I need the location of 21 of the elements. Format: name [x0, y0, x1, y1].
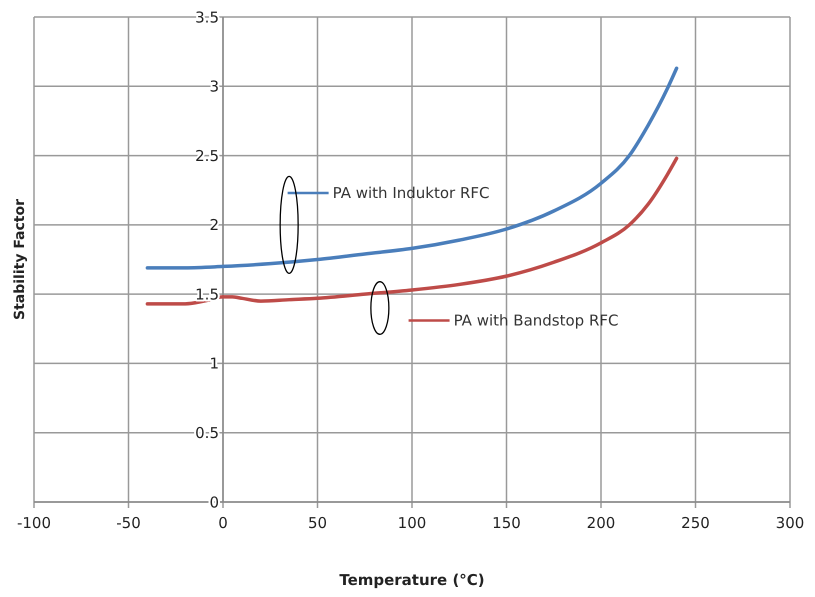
x-tick-label: 250	[681, 514, 710, 532]
y-tick-label: 0	[209, 493, 219, 512]
y-axis-title: Stability Factor	[12, 198, 28, 320]
y-tick-label: 0.5	[195, 424, 219, 442]
x-tick-label: 150	[492, 514, 521, 532]
y-tick-label: 1	[209, 354, 219, 373]
x-tick-label: 100	[398, 514, 426, 532]
x-tick-label: 200	[586, 514, 616, 532]
y-tick-label: 2.5	[195, 146, 219, 165]
line-series	[146, 66, 678, 270]
y-tick-label: 3.5	[195, 8, 219, 26]
x-tick-label: -100	[16, 514, 52, 532]
x-tick-label: 300	[776, 514, 804, 532]
y-tick-label: 1.5	[195, 285, 219, 304]
y-tick-label: 2	[209, 216, 219, 234]
x-tick-label: -50	[116, 514, 141, 532]
legend-label: PA with Induktor RFC	[332, 184, 490, 202]
x-axis-title: Temperature (°C)	[339, 571, 485, 589]
x-tick-label: 50	[308, 514, 328, 532]
legend-label: PA with Bandstop RFC	[454, 312, 618, 330]
y-tick-label: 3	[209, 78, 219, 96]
